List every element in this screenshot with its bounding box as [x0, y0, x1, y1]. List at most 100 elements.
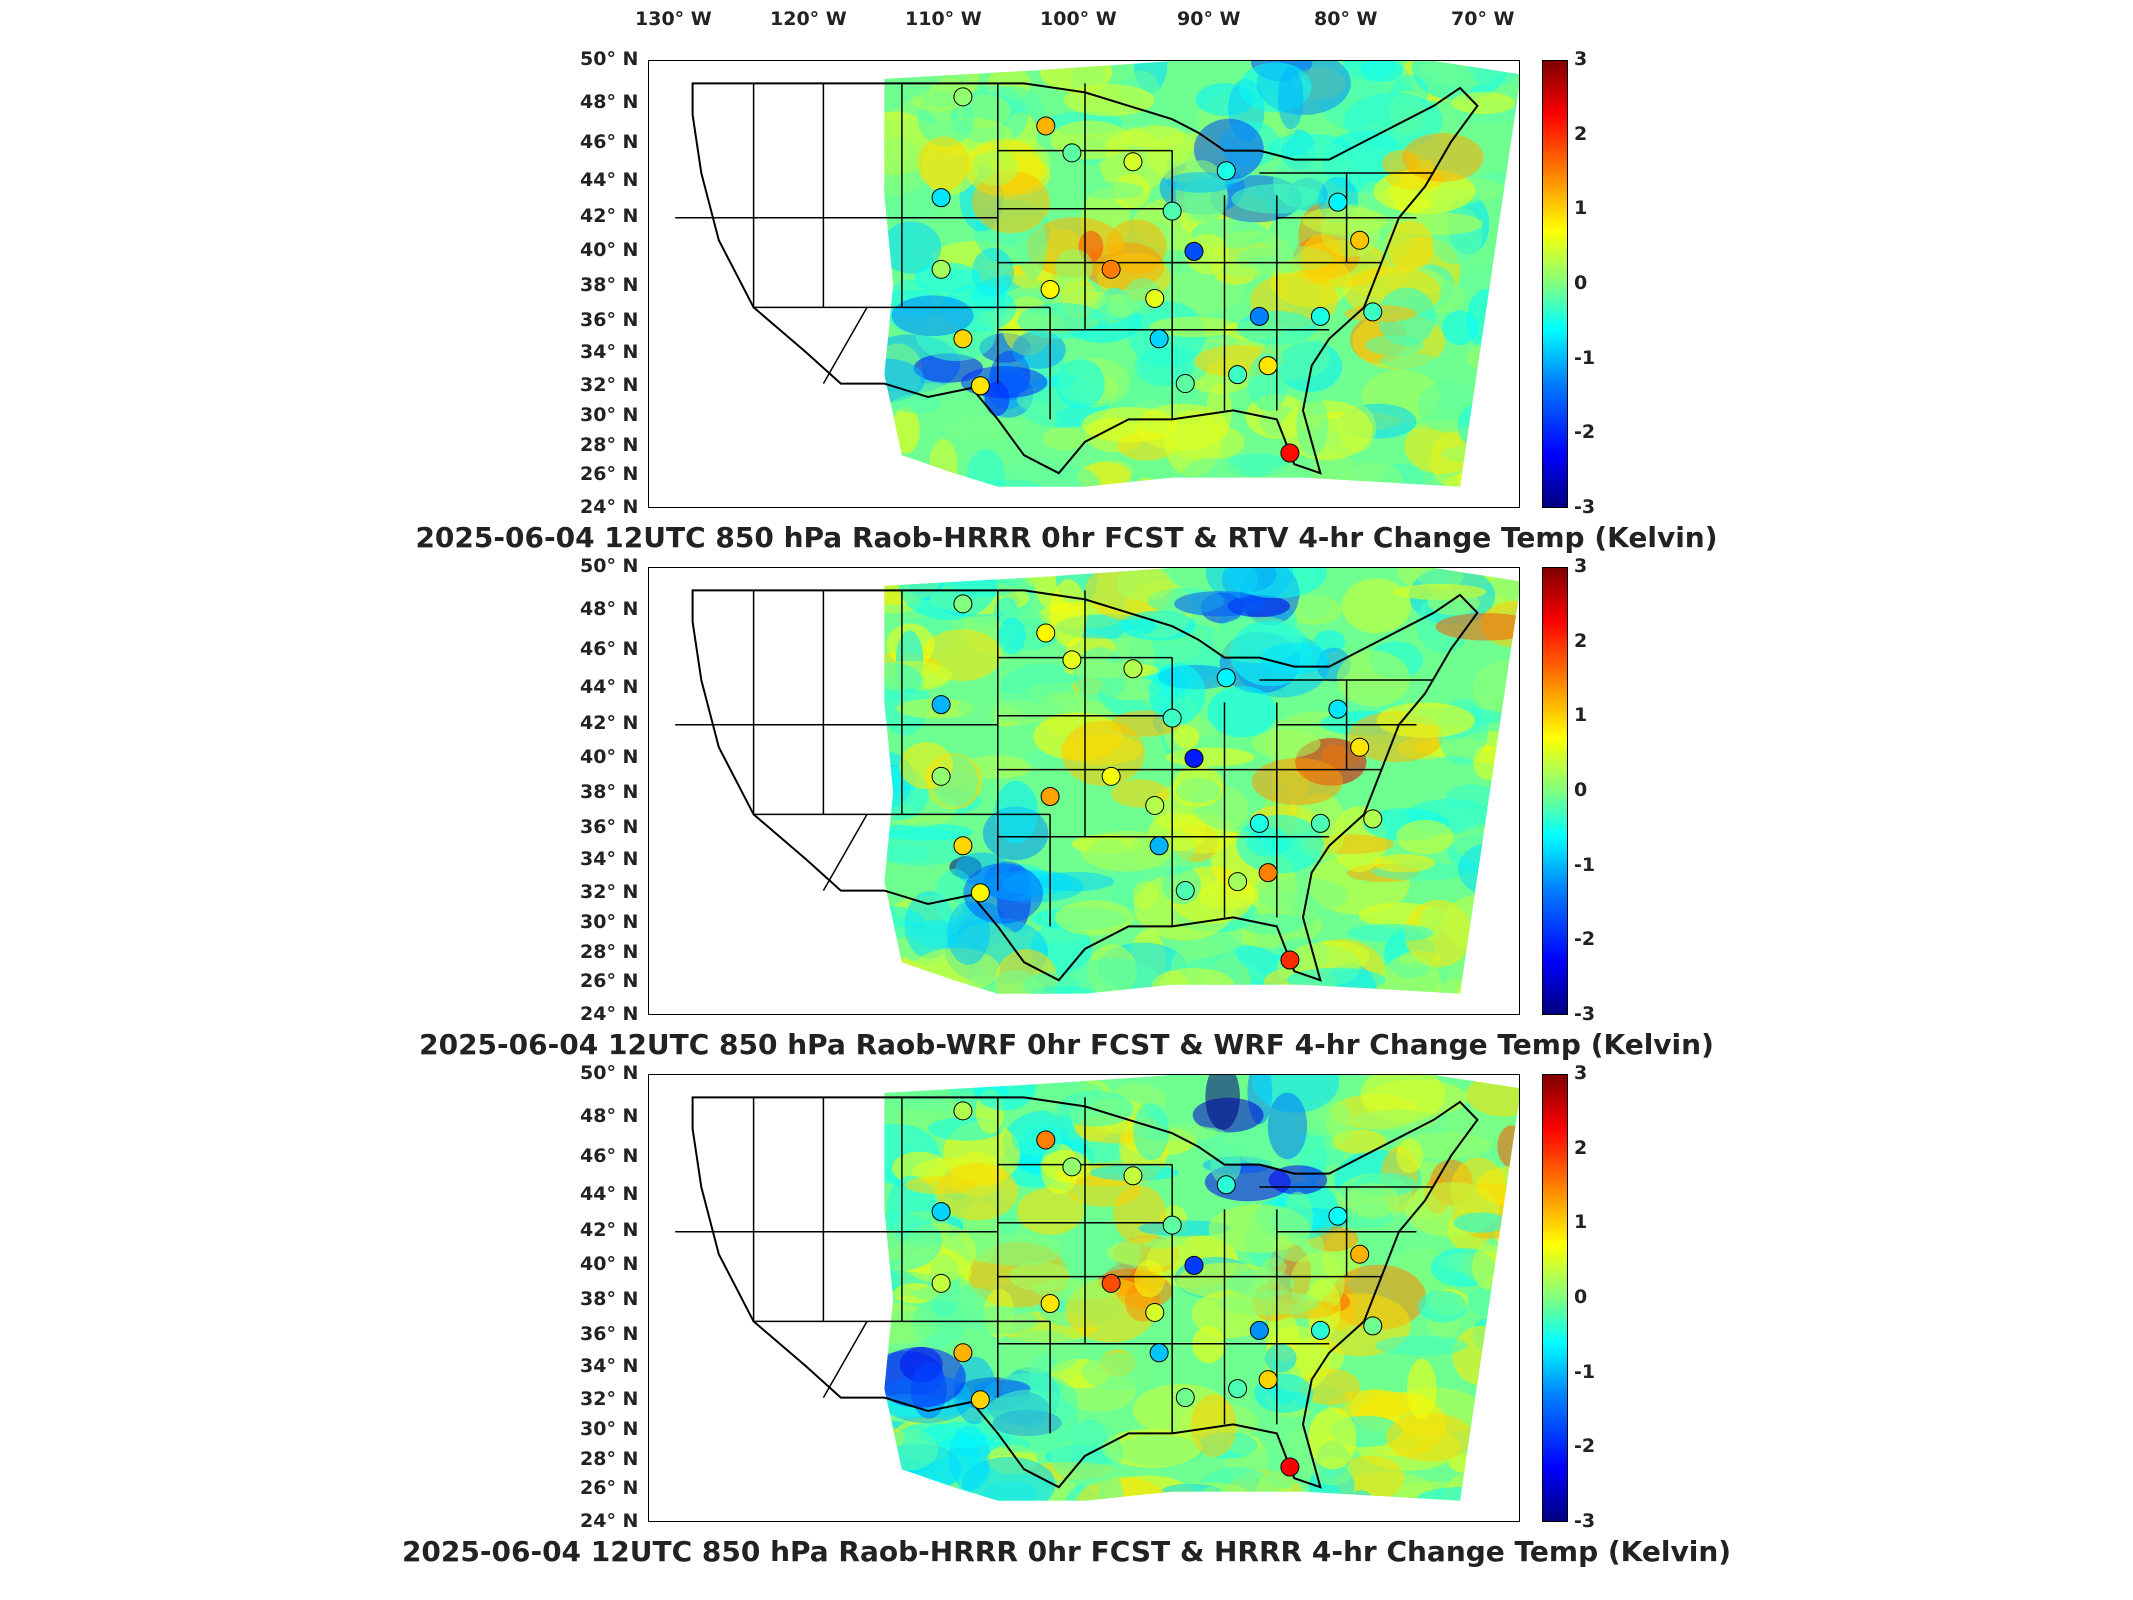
raob-station-marker: [1036, 1130, 1056, 1150]
raob-station-marker: [1350, 230, 1370, 250]
latitude-label: 24° N: [580, 496, 639, 518]
latitude-label: 38° N: [580, 781, 639, 804]
raob-station-marker: [1123, 659, 1143, 679]
colorbar-tick-label: -1: [1574, 853, 1596, 876]
state-boundary: [822, 814, 868, 891]
raob-station-marker: [1184, 1255, 1204, 1275]
raob-station-marker: [1216, 1175, 1236, 1195]
raob-station-marker: [1258, 356, 1278, 376]
colorbar-tick-label: 0: [1574, 1286, 1588, 1308]
longitude-label: 80° W: [1314, 8, 1378, 30]
raob-station-marker: [1149, 329, 1169, 349]
colorbar: [1542, 1074, 1568, 1522]
latitude-label: 28° N: [580, 941, 639, 964]
colorbar-tick-label: -3: [1574, 1003, 1596, 1025]
latitude-label: 36° N: [580, 1322, 639, 1345]
colorbar-tick-label: 3: [1574, 555, 1588, 577]
raob-station-marker: [1258, 1370, 1278, 1390]
panel-title: 2025-06-04 12UTC 850 hPa Raob-HRRR 0hr F…: [401, 1535, 1732, 1568]
latitude-label: 40° N: [580, 1253, 639, 1276]
raob-station-marker: [1328, 1206, 1348, 1226]
raob-station-marker: [1310, 1320, 1330, 1340]
raob-station-marker: [1228, 872, 1248, 892]
longitude-label: 110° W: [905, 8, 982, 30]
latitude-label: 24° N: [580, 1510, 639, 1532]
raob-station-marker: [953, 1343, 973, 1363]
raob-station-marker: [1062, 650, 1082, 670]
colorbar-tick-label: -2: [1574, 928, 1596, 951]
raob-station-marker: [931, 695, 951, 715]
latitude-label: 32° N: [580, 1387, 639, 1410]
latitude-label: 32° N: [580, 373, 639, 396]
latitude-label: 34° N: [580, 848, 639, 871]
colorbar-tick-label: 1: [1574, 1211, 1588, 1234]
raob-station-marker: [1175, 374, 1195, 394]
coastline: [691, 82, 1479, 475]
raob-station-marker: [953, 87, 973, 107]
raob-station-marker: [1162, 1215, 1182, 1235]
panel-title: 2025-06-04 12UTC 850 hPa Raob-WRF 0hr FC…: [419, 1028, 1714, 1061]
raob-station-marker: [1036, 116, 1056, 136]
map-canvas: [675, 1075, 1519, 1501]
raob-station-marker: [1280, 1457, 1300, 1477]
raob-station-marker: [1350, 1244, 1370, 1264]
raob-station-marker: [1280, 443, 1300, 463]
latitude-label: 32° N: [580, 880, 639, 903]
map-panel-3: [648, 1074, 1520, 1522]
latitude-label: 46° N: [580, 1145, 639, 1168]
raob-station-marker: [1123, 152, 1143, 172]
latitude-label: 44° N: [580, 169, 639, 192]
map-canvas: [675, 61, 1519, 487]
raob-station-marker: [1249, 813, 1269, 833]
raob-station-marker: [1184, 241, 1204, 261]
raob-station-marker: [931, 1273, 951, 1293]
latitude-label: 50° N: [580, 1062, 639, 1084]
raob-station-marker: [1249, 1320, 1269, 1340]
raob-station-marker: [970, 1390, 990, 1410]
latitude-label: 36° N: [580, 815, 639, 838]
latitude-label: 48° N: [580, 597, 639, 620]
raob-station-marker: [953, 329, 973, 349]
raob-station-marker: [1149, 836, 1169, 856]
raob-station-marker: [953, 594, 973, 614]
state-boundary: [822, 1321, 868, 1398]
raob-station-marker: [1258, 863, 1278, 883]
colorbar-tick-label: 2: [1574, 629, 1588, 652]
latitude-label: 26° N: [580, 970, 639, 993]
latitude-label: 26° N: [580, 1477, 639, 1500]
latitude-label: 34° N: [580, 1355, 639, 1378]
raob-station-marker: [931, 1202, 951, 1222]
raob-station-marker: [931, 188, 951, 208]
raob-station-marker: [1249, 306, 1269, 326]
raob-station-marker: [1101, 1273, 1121, 1293]
colorbar: [1542, 60, 1568, 508]
raob-station-marker: [1101, 766, 1121, 786]
longitude-label: 130° W: [635, 8, 712, 30]
latitude-label: 26° N: [580, 463, 639, 486]
colorbar-tick-label: -2: [1574, 1435, 1596, 1458]
map-panel-1: [648, 60, 1520, 508]
latitude-label: 46° N: [580, 131, 639, 154]
longitude-label: 120° W: [770, 8, 847, 30]
longitude-label: 70° W: [1451, 8, 1515, 30]
raob-station-marker: [953, 836, 973, 856]
latitude-label: 40° N: [580, 239, 639, 262]
colorbar-tick-label: -2: [1574, 421, 1596, 444]
raob-station-marker: [1175, 1388, 1195, 1408]
raob-station-marker: [1363, 302, 1383, 322]
colorbar-tick-label: -1: [1574, 346, 1596, 369]
colorbar-tick-label: 1: [1574, 704, 1588, 727]
latitude-label: 44° N: [580, 676, 639, 699]
colorbar-tick-label: -3: [1574, 1510, 1596, 1532]
raob-station-marker: [1228, 1379, 1248, 1399]
latitude-label: 28° N: [580, 1448, 639, 1471]
latitude-label: 42° N: [580, 711, 639, 734]
coastline: [691, 1096, 1479, 1489]
raob-station-marker: [1036, 623, 1056, 643]
colorbar-tick-label: 2: [1574, 1136, 1588, 1159]
map-panel-2: [648, 567, 1520, 1015]
colorbar-tick-label: 2: [1574, 122, 1588, 145]
raob-station-marker: [1363, 809, 1383, 829]
raob-station-marker: [1328, 192, 1348, 212]
